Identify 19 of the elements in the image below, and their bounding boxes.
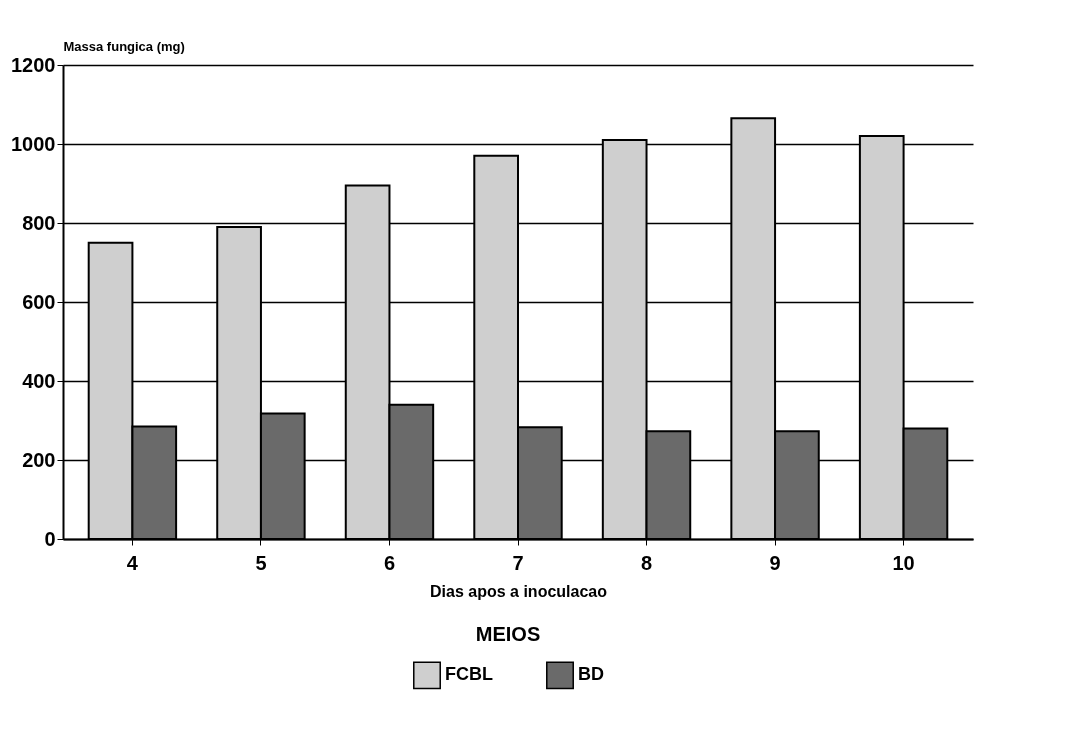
y-tick-label: 600: [22, 290, 56, 313]
x-tick-label: 7: [512, 551, 524, 574]
y-tick-label: 200: [22, 448, 56, 471]
y-axis-title: Massa fungica (mg): [63, 38, 185, 54]
legend-label: FCBL: [445, 664, 493, 685]
y-tick-label: 1200: [11, 53, 56, 76]
y-tick-label: 400: [22, 369, 56, 392]
y-tick-label: 0: [44, 527, 56, 550]
y-tick-label: 800: [22, 211, 56, 234]
legend-label: BD: [578, 664, 604, 685]
x-axis-title: Dias apos a inoculacao: [430, 582, 608, 600]
x-tick-label: 5: [255, 551, 267, 574]
x-tick-label: 8: [640, 551, 653, 574]
x-tick-label: 9: [769, 551, 781, 574]
x-tick-label: 4: [126, 551, 139, 574]
x-tick-label: 10: [892, 551, 915, 574]
legend-title: MEIOS: [475, 623, 541, 645]
x-tick-label: 6: [383, 551, 396, 574]
y-tick-label: 1000: [11, 132, 56, 155]
